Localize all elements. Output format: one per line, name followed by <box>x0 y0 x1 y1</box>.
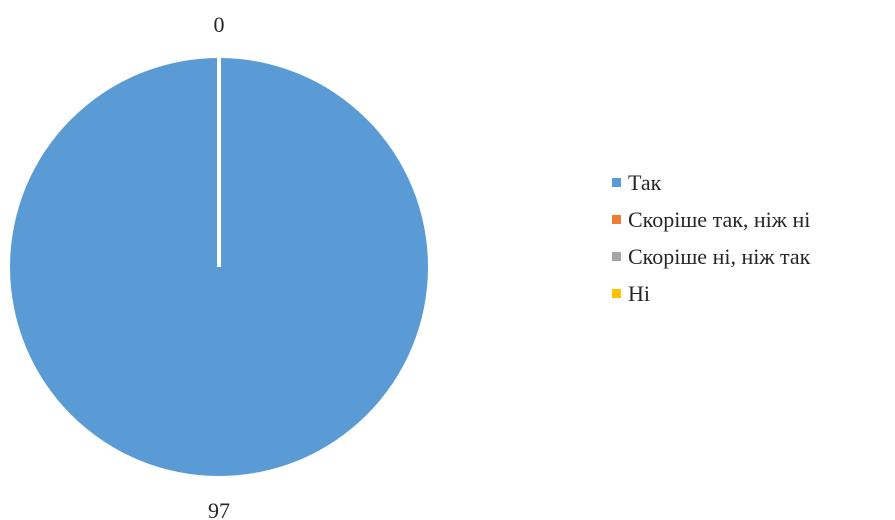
data-label-2: 0 <box>214 12 225 37</box>
legend-swatch-rather-yes <box>612 215 621 224</box>
chart-legend: Так Скоріше так, ніж ні Скоріше ні, ніж … <box>612 164 895 312</box>
legend-label-rather-no: Скоріше ні, ніж так <box>628 243 811 269</box>
legend-swatch-tak <box>612 178 621 187</box>
legend-item-ni: Ні <box>612 275 895 312</box>
legend-label-tak: Так <box>628 169 662 195</box>
legend-label-ni: Ні <box>628 280 650 306</box>
data-label-1: 97 <box>208 498 230 520</box>
legend-label-rather-yes: Скоріше так, ніж ні <box>628 206 811 232</box>
legend-swatch-rather-no <box>612 252 621 261</box>
pie-slices <box>10 56 428 476</box>
legend-swatch-ni <box>612 289 621 298</box>
legend-item-tak: Так <box>612 164 895 201</box>
pie-data-labels: 97 0 <box>208 12 230 520</box>
legend-item-rather-yes: Скоріше так, ніж ні <box>612 201 895 238</box>
legend-item-rather-no: Скоріше ні, ніж так <box>612 238 895 275</box>
